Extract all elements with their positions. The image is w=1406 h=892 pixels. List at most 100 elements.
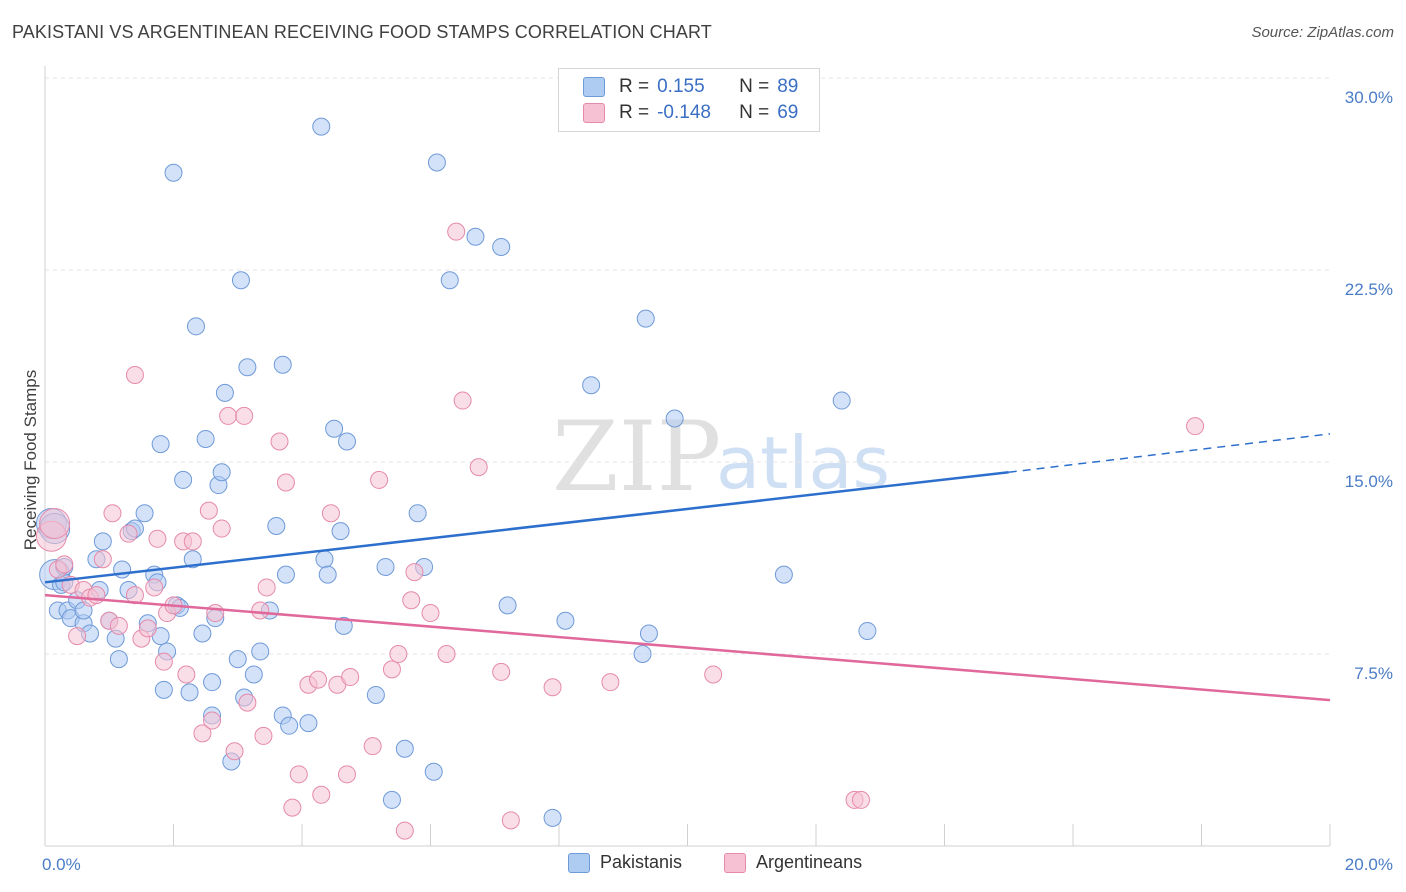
pakistani-point bbox=[251, 642, 270, 661]
pakistani-point bbox=[238, 358, 257, 377]
pakistani-point bbox=[276, 565, 295, 584]
legend-n-label: N = bbox=[739, 102, 770, 123]
argentinean-point bbox=[601, 673, 620, 692]
pakistani-point bbox=[151, 435, 170, 454]
pakistani-point bbox=[196, 429, 215, 448]
pakistani-point bbox=[109, 650, 128, 669]
argentinean-point bbox=[395, 821, 414, 840]
pakistani-point bbox=[312, 117, 331, 136]
legend-n-label: N = bbox=[739, 76, 770, 97]
pakistani-point bbox=[164, 163, 183, 182]
argentinean-point bbox=[68, 627, 87, 646]
argentinean-point bbox=[402, 591, 421, 610]
argentinean-point bbox=[543, 678, 562, 697]
x-tick-label-0: 0.0% bbox=[42, 855, 81, 874]
argentinean-point bbox=[276, 473, 295, 492]
argentinean-point bbox=[203, 711, 222, 730]
argentinean-point bbox=[382, 660, 401, 679]
argentinean-point bbox=[337, 765, 356, 784]
argentinean-point bbox=[251, 601, 270, 620]
argentinean-point bbox=[704, 665, 723, 684]
argentinean-point bbox=[212, 519, 231, 538]
argentinean-point bbox=[437, 645, 456, 663]
pakistani-point bbox=[193, 624, 212, 643]
chart-title: PAKISTANI VS ARGENTINEAN RECEIVING FOOD … bbox=[12, 22, 712, 42]
pakistani-point bbox=[299, 714, 318, 733]
pakistanis-swatch bbox=[568, 852, 590, 873]
pakistani-point bbox=[93, 532, 112, 551]
source-label: Source: ZipAtlas.com bbox=[1251, 24, 1394, 41]
pakistani-point bbox=[267, 517, 286, 535]
argentinean-point bbox=[39, 507, 71, 539]
argentinean-point bbox=[145, 578, 164, 597]
pakistani-point bbox=[366, 685, 385, 704]
argentinean-point bbox=[453, 391, 472, 410]
pakistani-point bbox=[244, 665, 263, 684]
pakistani-point bbox=[556, 611, 575, 630]
argentinean-point bbox=[55, 555, 74, 574]
pakistani-point bbox=[318, 565, 337, 584]
argentinean-point bbox=[219, 406, 238, 425]
legend-row-pakistani: R = 0.155 N = 89 bbox=[583, 75, 798, 99]
pakistani-point bbox=[424, 762, 443, 781]
argentinean-point bbox=[87, 586, 106, 605]
pakistani-point bbox=[408, 504, 427, 523]
pakistani-point bbox=[427, 153, 446, 172]
grid-lines bbox=[45, 77, 1330, 655]
argentineans-swatch bbox=[724, 852, 746, 873]
pakistani-point bbox=[183, 550, 202, 569]
pakistani-point bbox=[113, 560, 132, 579]
argentinean-point bbox=[851, 790, 870, 809]
pakistani-point bbox=[135, 504, 154, 523]
pakistani-point bbox=[832, 391, 851, 410]
pakistani-swatch bbox=[583, 77, 605, 97]
pakistani-point bbox=[543, 808, 562, 827]
argentinean-point bbox=[389, 645, 408, 663]
argentinean-point bbox=[235, 406, 254, 425]
pakistani-point bbox=[280, 716, 299, 735]
argentinean-points bbox=[35, 222, 1205, 840]
pakistani-point bbox=[212, 463, 231, 482]
pakistani-point bbox=[636, 309, 655, 328]
pakistani-point bbox=[582, 376, 601, 395]
argentinean-point bbox=[370, 470, 389, 489]
pakistani-point bbox=[186, 317, 205, 336]
legend-item-argentineans[interactable]: Argentineans bbox=[724, 852, 862, 873]
pakistani-point bbox=[231, 271, 250, 290]
legend-label-pakistanis: Pakistanis bbox=[600, 852, 683, 872]
legend-r-value: 0.155 bbox=[657, 76, 705, 97]
legend-row-argentinean: R = -0.148 N = 69 bbox=[583, 101, 798, 125]
argentinean-point bbox=[257, 578, 276, 597]
legend-item-pakistanis[interactable]: Pakistanis bbox=[568, 852, 682, 873]
argentinean-point bbox=[138, 619, 157, 638]
argentinean-point bbox=[421, 604, 440, 623]
pakistani-point bbox=[498, 596, 517, 615]
argentinean-point bbox=[103, 504, 122, 523]
legend-n-value: 89 bbox=[777, 76, 799, 97]
pakistani-point bbox=[440, 271, 459, 290]
argentinean-point bbox=[93, 550, 112, 569]
pakistani-point bbox=[665, 409, 684, 428]
y-tick-label-2: 22.5% bbox=[1345, 280, 1393, 299]
y-tick-label-3: 30.0% bbox=[1345, 88, 1393, 107]
argentinean-point bbox=[183, 532, 202, 551]
pakistani-point bbox=[325, 419, 344, 438]
argentinean-point bbox=[270, 432, 289, 451]
pakistani-point bbox=[203, 673, 222, 692]
argentinean-point bbox=[312, 785, 331, 804]
argentinean-point bbox=[193, 724, 212, 743]
argentinean-point bbox=[1186, 417, 1205, 436]
axes bbox=[44, 66, 1331, 847]
pakistani-points bbox=[35, 117, 877, 827]
pakistani-point bbox=[174, 470, 193, 489]
pakistani-point bbox=[228, 650, 247, 669]
argentinean-point bbox=[254, 726, 273, 745]
correlation-legend: R = 0.155 N = 89 R = -0.148 N = 69 bbox=[558, 68, 820, 132]
pakistani-point bbox=[273, 355, 292, 374]
argentinean-point bbox=[125, 365, 144, 384]
legend-r-label: R = bbox=[619, 102, 650, 123]
pakistani-point bbox=[382, 790, 401, 809]
y-tick-label-1: 15.0% bbox=[1345, 472, 1393, 491]
argentinean-point bbox=[363, 737, 382, 756]
argentinean-point bbox=[405, 563, 424, 582]
